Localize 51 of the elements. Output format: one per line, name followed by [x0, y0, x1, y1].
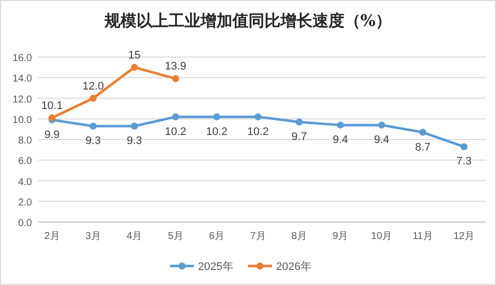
- y-tick-label: 4.0: [18, 176, 32, 188]
- point: [296, 118, 303, 126]
- y-tick-label: 2.0: [18, 197, 32, 208]
- point: [336, 122, 344, 129]
- x-tick-label: 2月: [44, 231, 60, 242]
- data-label: 13.9: [164, 60, 186, 73]
- y-tick-label: 10.0: [12, 114, 32, 126]
- data-label: 10.2: [247, 126, 269, 138]
- chart-title: 规模以上工业增加值同比增长速度（%）: [103, 11, 392, 30]
- data-label: 10.1: [41, 100, 63, 112]
- point: [172, 113, 180, 120]
- data-label: 9.3: [86, 135, 101, 148]
- point: [90, 94, 97, 102]
- y-tick-label: 12.0: [12, 94, 32, 106]
- data-label: 9.9: [44, 128, 60, 141]
- data-label: 9.7: [292, 130, 307, 143]
- data-label: 12.0: [82, 80, 104, 92]
- point: [460, 143, 468, 150]
- data-label: 15: [128, 49, 141, 62]
- point: [130, 122, 138, 130]
- x-tick-label: 6月: [209, 231, 225, 242]
- x-tick-label: 11月: [412, 231, 433, 242]
- point: [130, 64, 138, 71]
- point: [213, 113, 220, 120]
- point: [90, 122, 97, 130]
- point: [378, 122, 386, 129]
- y-tick-label: 8.0: [18, 136, 32, 146]
- y-tick-label: 0.0: [18, 218, 32, 229]
- x-tick-label: 3月: [85, 231, 101, 242]
- data-label: 9.4: [332, 134, 348, 146]
- data-label: 10.2: [164, 126, 186, 138]
- x-tick-label: 4月: [126, 231, 142, 242]
- x-tick-label: 5月: [168, 231, 184, 242]
- data-label: 9.3: [126, 135, 142, 148]
- y-tick-label: 16.0: [12, 53, 32, 64]
- point: [419, 128, 426, 136]
- data-label: 8.7: [415, 141, 430, 154]
- x-tick-label: 7月: [250, 231, 266, 242]
- y-tick-label: 6.0: [18, 156, 32, 168]
- legend-label: 2025年: [198, 261, 234, 273]
- point: [254, 113, 262, 120]
- x-tick-label: 12月: [453, 231, 475, 242]
- point: [172, 75, 180, 82]
- legend-label: 2026年: [276, 261, 312, 273]
- x-tick-label: 9月: [332, 231, 348, 242]
- y-tick-label: 14.0: [12, 74, 32, 85]
- data-label: 9.4: [374, 134, 390, 146]
- x-tick-label: 8月: [291, 231, 307, 242]
- x-tick-label: 10月: [371, 231, 392, 242]
- data-label: 7.3: [456, 156, 472, 168]
- data-label: 10.2: [206, 126, 228, 138]
